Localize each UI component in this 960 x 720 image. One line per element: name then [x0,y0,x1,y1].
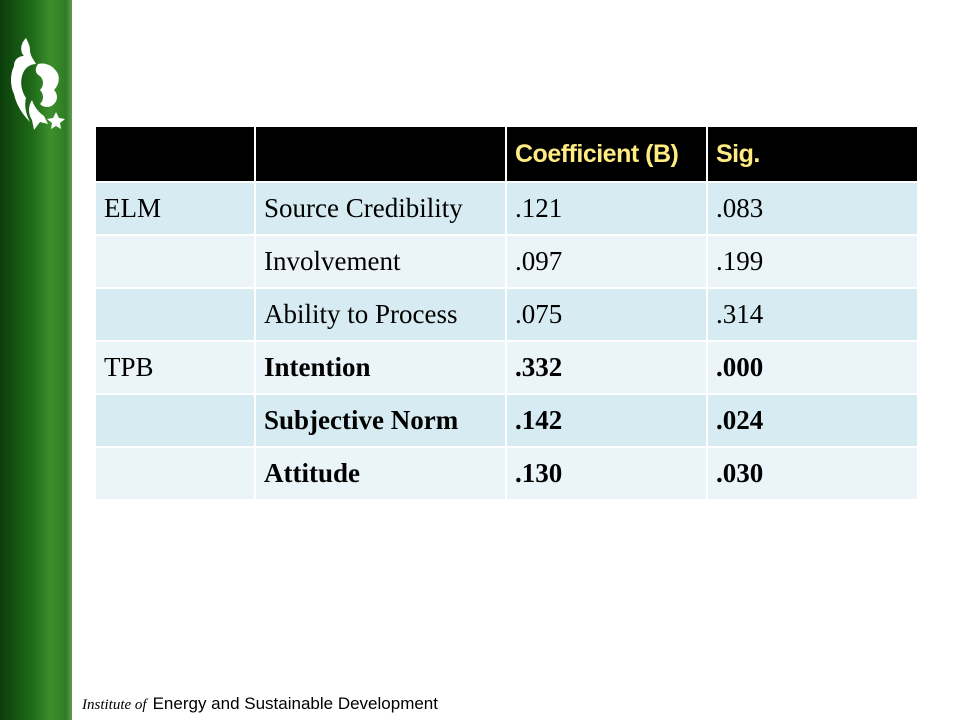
coefficient-cell: .130 [506,447,708,501]
variable-cell: Involvement [255,235,507,289]
group-cell [96,394,256,448]
sig-cell: .083 [707,182,919,236]
sig-cell: .199 [707,235,919,289]
footer-prefix: Institute of [82,697,147,713]
header-coefficient: Coefficient (B) [506,127,708,183]
coefficient-cell: .142 [506,394,708,448]
table-row: ELM Source Credibility .121 .083 [96,182,919,236]
coefficient-cell: .332 [506,341,708,395]
coefficient-cell: .121 [506,182,708,236]
group-cell: TPB [96,341,256,395]
sig-cell: .000 [707,341,919,395]
lion-crest-icon [11,38,65,130]
footer: Institute of Energy and Sustainable Devel… [82,694,438,714]
sig-cell: .024 [707,394,919,448]
variable-cell: Subjective Norm [255,394,507,448]
coefficient-cell: .097 [506,235,708,289]
variable-cell: Source Credibility [255,182,507,236]
table-row: Attitude .130 .030 [96,447,919,501]
table-header-row: Coefficient (B) Sig. [96,127,919,183]
coefficient-cell: .075 [506,288,708,342]
variable-cell: Intention [255,341,507,395]
table-row: Involvement .097 .199 [96,235,919,289]
header-sig: Sig. [707,127,919,183]
regression-table: Coefficient (B) Sig. ELM Source Credibil… [96,127,919,501]
group-cell [96,235,256,289]
group-cell [96,447,256,501]
header-group [96,127,256,183]
table-row: Subjective Norm .142 .024 [96,394,919,448]
footer-institute-name: Energy and Sustainable Development [152,694,438,713]
sig-cell: .030 [707,447,919,501]
variable-cell: Attitude [255,447,507,501]
side-band [0,0,72,720]
table-row: Ability to Process .075 .314 [96,288,919,342]
group-cell: ELM [96,182,256,236]
table-row: TPB Intention .332 .000 [96,341,919,395]
sig-cell: .314 [707,288,919,342]
variable-cell: Ability to Process [255,288,507,342]
header-variable [255,127,507,183]
group-cell [96,288,256,342]
